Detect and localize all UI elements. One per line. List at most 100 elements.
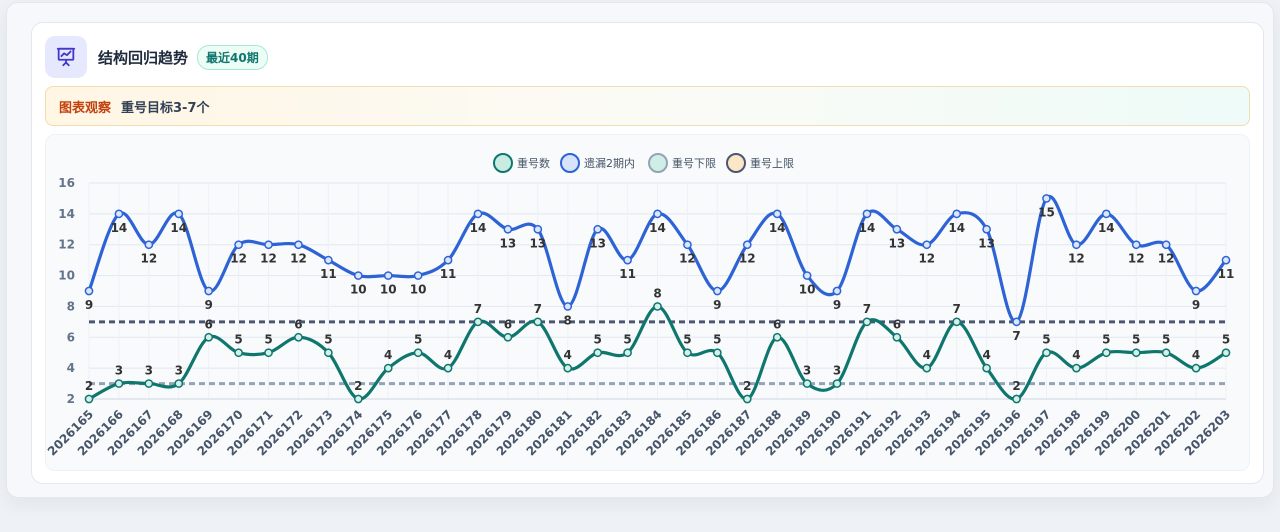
repeat-series-point [114, 379, 124, 388]
missed-series-point [353, 271, 363, 280]
y-tick-label: 10 [58, 269, 75, 283]
missed-series-data-label: 11 [320, 267, 337, 281]
repeat-series-point [683, 348, 692, 358]
missed-series-data-label: 13 [589, 236, 606, 250]
missed-series-point [443, 255, 453, 265]
repeat-series-data-label: 5 [1222, 333, 1230, 347]
repeat-series-point [204, 332, 214, 342]
missed-series-data-label: 12 [679, 252, 696, 266]
missed-series-data-label: 14 [470, 221, 487, 235]
repeat-series-point [1131, 348, 1141, 358]
repeat-series-data-label: 2 [743, 379, 751, 393]
repeat-series-point [802, 379, 812, 388]
missed-series-point [383, 271, 393, 280]
repeat-series-data-label: 2 [1012, 379, 1020, 393]
trend-card: 结构回归趋势 最近40期 图表观察 重号目标3-7个 2 4 6 8 10 12 14 16 2… [31, 22, 1264, 484]
repeat-series-point [772, 332, 782, 342]
missed-series-point [892, 224, 902, 234]
missed-series-data-label: 14 [649, 221, 666, 235]
repeat-series-data-label: 5 [1042, 333, 1050, 347]
legend-upper-text: 重号上限 [750, 156, 794, 170]
missed-series-point [294, 240, 303, 250]
observation-label: 图表观察 [59, 100, 112, 116]
legend-lower: 重号下限 [648, 153, 716, 173]
y-tick-label: 2 [67, 392, 75, 406]
repeat-series-data-label: 5 [414, 333, 422, 347]
repeat-series-point [623, 348, 632, 358]
card-header: 结构回归趋势 最近40期 [45, 36, 268, 78]
repeat-series-point [174, 379, 184, 388]
repeat-series-data-label: 5 [264, 333, 272, 347]
repeat-series-point [563, 363, 573, 373]
repeat-series-data-label: 4 [1192, 348, 1200, 362]
repeat-series-data-label: 3 [145, 364, 153, 378]
page-container: 结构回归趋势 最近40期 图表观察 重号目标3-7个 2 4 6 8 10 12 14 16 2… [6, 2, 1274, 498]
missed-series-point [204, 286, 214, 296]
repeat-series-point [383, 363, 393, 373]
chart-presentation-icon [45, 36, 87, 78]
missed-series-point [114, 209, 124, 219]
missed-series-data-label: 12 [290, 252, 307, 266]
missed-series-data-label: 9 [1192, 298, 1200, 312]
legend-missed-marker [560, 153, 580, 173]
repeat-series-data-label: 6 [205, 317, 213, 331]
missed-series-data-label: 9 [85, 298, 93, 312]
repeat-series-data-label: 2 [354, 379, 362, 393]
missed-series-data-label: 14 [769, 221, 786, 235]
missed-series-point [563, 302, 573, 311]
missed-series-point [1072, 240, 1081, 250]
repeat-series-point [1161, 348, 1171, 358]
repeat-series-point [294, 332, 303, 342]
repeat-series-point [712, 348, 722, 358]
repeat-series-data-label: 3 [833, 364, 841, 378]
y-tick-label: 6 [67, 330, 75, 344]
repeat-series-data-label: 8 [653, 286, 661, 300]
repeat-series-line [88, 304, 1227, 401]
repeat-series-data-label: 5 [1162, 333, 1170, 347]
repeat-series-point [862, 317, 872, 327]
missed-series-point [982, 224, 991, 234]
repeat-series-point [234, 348, 243, 358]
missed-series-data-label: 12 [1158, 252, 1175, 266]
missed-series-data-label: 7 [1012, 329, 1020, 343]
repeat-series-data-label: 7 [953, 302, 961, 316]
repeat-series-data-label: 7 [534, 302, 542, 316]
repeat-series-point [503, 332, 513, 342]
repeat-series-point [1191, 363, 1201, 373]
legend-upper: 重号上限 [726, 153, 794, 173]
missed-series-point [1221, 255, 1231, 265]
missed-series-data-label: 11 [619, 267, 636, 281]
missed-series-point [174, 209, 184, 219]
missed-series-point [802, 271, 812, 280]
repeat-series-data-label: 4 [982, 348, 990, 362]
repeat-series-point [473, 317, 483, 327]
missed-series-point [413, 271, 423, 280]
repeat-series-data-label: 5 [324, 333, 332, 347]
missed-series-data-label: 12 [1068, 252, 1085, 266]
repeat-series-data-label: 5 [713, 333, 721, 347]
repeat-series-point [1042, 348, 1051, 358]
missed-series-data-label: 8 [564, 313, 572, 327]
missed-series-data-label: 12 [260, 252, 277, 266]
observation-banner: 图表观察 重号目标3-7个 [45, 86, 1250, 126]
repeat-series-point [264, 348, 273, 358]
missed-series-point [952, 209, 962, 219]
y-tick-label: 8 [67, 299, 75, 313]
repeat-series-data-label: 5 [234, 333, 242, 347]
legend-repeat: 重号数 [493, 153, 550, 173]
repeat-series-point [1221, 348, 1231, 358]
repeat-series-data-label: 5 [683, 333, 691, 347]
missed-series-point [922, 240, 932, 250]
repeat-series-data-label: 4 [564, 348, 572, 362]
repeat-series-data-label: 4 [1072, 348, 1080, 362]
missed-series-data-label: 10 [410, 283, 427, 297]
missed-series-data-label: 15 [1038, 205, 1055, 219]
repeat-series-data-label: 7 [863, 302, 871, 316]
missed-series-point [772, 209, 782, 219]
card-title: 结构回归趋势 [98, 48, 189, 67]
missed-series-data-label: 13 [529, 236, 546, 250]
repeat-series-point [982, 363, 991, 373]
missed-series-point [712, 286, 722, 296]
repeat-series-data-label: 5 [623, 333, 631, 347]
repeat-series-data-label: 2 [85, 379, 93, 393]
